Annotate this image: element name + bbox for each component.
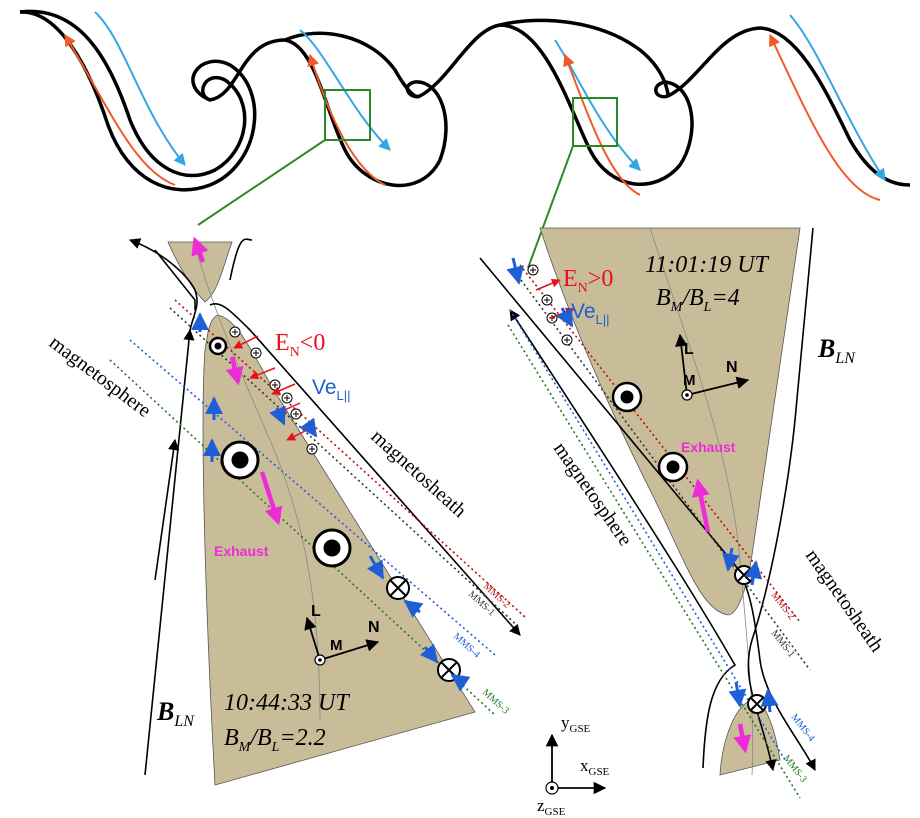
left-field-line-1	[144, 328, 195, 776]
right-axis-M: M	[683, 372, 696, 389]
right-efield-label: EN>0	[563, 266, 613, 296]
right-magnetosheath-label: magnetosheath	[801, 545, 888, 656]
left-ratio-label: BM/BL=2.2	[224, 725, 326, 755]
left-bln-label: BLN	[156, 697, 195, 730]
left-field-line-5	[229, 238, 253, 281]
left-exhaust-label: Exhaust	[214, 543, 269, 559]
mms4-trajectory-left	[129, 339, 496, 656]
right-axis-N: N	[726, 359, 738, 376]
right-panel: L M N Exhaust EN>0 VeL|| 11:01:19 UT BM/…	[479, 227, 888, 799]
left-electron-velocity-arrows	[191, 312, 471, 692]
left-field-line-6	[154, 438, 180, 581]
right-field-line-3	[509, 309, 737, 769]
gse-axes	[545, 733, 607, 795]
right-ratio-label: BM/BL=4	[656, 285, 740, 315]
zoom-box-right	[572, 97, 618, 147]
zoom-box-left	[324, 89, 371, 141]
left-field-line-4	[209, 303, 521, 636]
right-electron-velocity-arrows	[506, 257, 779, 713]
right-lmn-axes	[675, 333, 750, 401]
magnetosphere-flow-arrows	[64, 33, 881, 201]
left-time-label: 10:44:33 UT	[224, 690, 350, 716]
left-lmn-axes	[304, 616, 380, 666]
left-axis-N: N	[368, 619, 380, 636]
left-magnetosheath-label: magnetosheath	[367, 425, 471, 522]
right-time-label: 11:01:19 UT	[645, 252, 770, 278]
right-mms1-label: MMS-1	[769, 628, 797, 660]
right-exhaust-jets	[691, 478, 752, 754]
zoom-line-right	[527, 145, 574, 269]
right-mms3-label: MMS-3	[781, 753, 809, 785]
gse-x-label: xGSE	[580, 756, 610, 778]
kh-vortex-boundary	[19, 9, 911, 192]
left-magnetosphere-label: magnetosphere	[45, 331, 155, 422]
zoom-line-left	[197, 139, 326, 226]
left-panel: L M N Exhaust EN<0 VeL|| magnetosphere m…	[45, 236, 526, 786]
left-mms3-label: MMS-3	[480, 687, 511, 716]
left-field-line-2	[154, 249, 196, 310]
right-exhaust-label: Exhaust	[681, 439, 736, 455]
left-exhaust-region	[167, 241, 233, 303]
mms1-trajectory-left	[169, 307, 521, 629]
right-axis-L: L	[684, 341, 694, 358]
left-efield-label: EN<0	[275, 330, 325, 360]
magnetosheath-flow-arrows	[94, 11, 886, 181]
gse-z-label: zGSE	[537, 796, 566, 818]
right-ve-label: VeL||	[571, 300, 610, 327]
right-mms4-label: MMS-4	[789, 712, 817, 744]
left-exhaust-jets	[191, 236, 283, 526]
right-bln-label: BLN	[817, 334, 856, 367]
gse-y-label: yGSE	[561, 713, 591, 735]
left-mms4-label: MMS-4	[451, 631, 482, 660]
mms2-trajectory-left	[174, 299, 526, 618]
right-mms2-label: MMS-2	[769, 590, 797, 622]
left-axis-M: M	[330, 637, 343, 654]
left-axis-L: L	[311, 603, 321, 620]
left-ve-label: VeL||	[312, 376, 351, 403]
